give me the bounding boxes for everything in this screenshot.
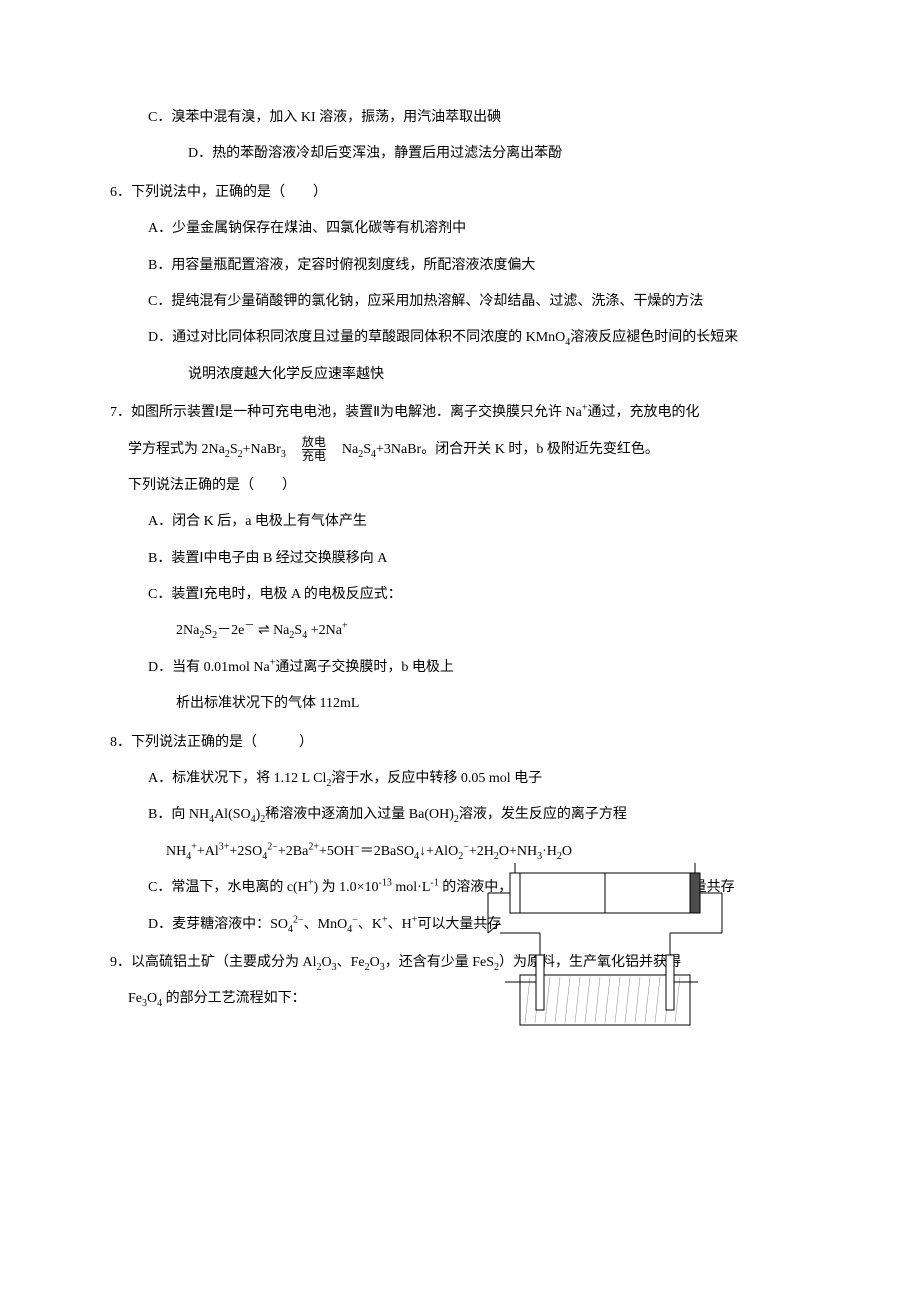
- t: mol·L: [392, 880, 431, 895]
- q6-d-text1: D．通过对比同体积同浓度且过量的草酸跟同体积不同浓度的 KMnO: [148, 330, 565, 345]
- q7-l2f: +3NaBr。闭合开关 K 时，b 极附近先变红色。: [376, 442, 659, 457]
- q8-option-b: B．向 NH4Al(SO4)2稀溶液中逐滴加入过量 Ba(OH)2溶液，发生反应…: [110, 797, 810, 833]
- t: S: [204, 623, 212, 638]
- q7-option-c2: 2Na2S2－2e－ ⇌ Na2S4 +2Na+: [128, 613, 548, 649]
- q7-l2b: S: [230, 442, 238, 457]
- q7-l2d: Na: [342, 442, 358, 457]
- q6-option-d-line2: 说明浓度越大化学反应速率越快: [110, 357, 810, 393]
- t: 9．以高硫铝土矿（主要成分为 Al: [110, 955, 317, 970]
- q7-l2c: +NaBr: [243, 442, 281, 457]
- t: C．常温下，水电离的 c(H: [148, 880, 308, 895]
- s: 4: [288, 923, 293, 934]
- t: Al(SO: [214, 807, 251, 822]
- q6-d-text2: 溶液反应褪色时间的长短来: [570, 330, 738, 345]
- s: 2−: [293, 914, 304, 925]
- q8-stem: 8．下列说法正确的是（ ）: [110, 725, 810, 761]
- q7-stem-line3: 下列说法正确的是（ ）: [128, 468, 548, 504]
- q7-stem-t1: 7．如图所示装置Ⅰ是一种可充电电池，装置Ⅱ为电解池．离子交换膜只允许 Na: [110, 405, 582, 420]
- t: A．标准状况下，将 1.12 L Cl: [148, 771, 326, 786]
- t: 溶于水，反应中转移 0.05 mol 电子: [331, 771, 542, 786]
- exam-page: C．溴苯中混有溴，加入 KI 溶液，振荡，用汽油萃取出碘 D．热的苯酚溶液冷却后…: [0, 0, 920, 1302]
- t: 溶液，发生反应的离子方程: [459, 807, 627, 822]
- t: D．麦芽糖溶液中：SO: [148, 917, 288, 932]
- q7-l2e: S: [363, 442, 371, 457]
- q8-option-a: A．标准状况下，将 1.12 L Cl2溶于水，反应中转移 0.05 mol 电…: [110, 761, 810, 797]
- s: －: [244, 621, 254, 632]
- t: O: [370, 955, 380, 970]
- q6-option-c: C．提纯混有少量硝酸钾的氯化钠，应采用加热溶解、冷却结晶、过滤、洗涤、干燥的方法: [110, 284, 810, 320]
- s: -1: [430, 878, 438, 889]
- q7-option-d2: 析出标准状况下的气体 112mL: [128, 686, 548, 722]
- q7-option-d: D．当有 0.01mol Na+通过离子交换膜时，b 电极上: [128, 650, 548, 686]
- t: 、Fe: [337, 955, 365, 970]
- t: ) 为 1.0×10: [313, 880, 378, 895]
- circuit-diagram: [470, 855, 750, 1055]
- t: ⇌ Na: [254, 623, 289, 638]
- q7-stem-line2: 学方程式为 2Na2S2+NaBr3 放电 充电 Na2S4+3NaBr。闭合开…: [110, 432, 810, 468]
- t: 、MnO: [304, 917, 348, 932]
- q7-option-a: A．闭合 K 后，a 电极上有气体产生: [128, 504, 548, 540]
- t: B．向 NH: [148, 807, 209, 822]
- q7-stem-t2: 通过，充放电的化: [587, 405, 699, 420]
- q6-stem: 6．下列说法中，正确的是（ ）: [110, 175, 810, 211]
- t: 、K: [358, 917, 382, 932]
- q5-option-c: C．溴苯中混有溴，加入 KI 溶液，振荡，用汽油萃取出碘: [110, 100, 810, 136]
- t: 通过离子交换膜时，b 电极上: [275, 660, 454, 675]
- reaction-arrow: 放电 充电: [300, 436, 328, 463]
- t: 稀溶液中逐滴加入过量 Ba(OH): [265, 807, 454, 822]
- t: O: [147, 991, 157, 1006]
- t: D．当有 0.01mol Na: [148, 660, 270, 675]
- frac-top: 放电: [302, 436, 326, 449]
- q7-block: 7．如图所示装置Ⅰ是一种可充电电池，装置Ⅱ为电解池．离子交换膜只允许 Na + 通过…: [110, 395, 810, 723]
- s: 4: [347, 923, 352, 934]
- t: O: [322, 955, 332, 970]
- t: 2Na: [176, 623, 199, 638]
- s: 3: [281, 448, 286, 459]
- t: －2e: [217, 623, 244, 638]
- q7-left-column: 下列说法正确的是（ ） A．闭合 K 后，a 电极上有气体产生 B．装置Ⅰ中电子…: [110, 468, 548, 723]
- q7-option-c: C．装置Ⅰ充电时，电极 A 的电极反应式：: [128, 577, 548, 613]
- t: Fe: [128, 991, 142, 1006]
- t: +2Na: [307, 623, 342, 638]
- q7-l2a: 学方程式为 2Na: [128, 442, 225, 457]
- q6-option-a: A．少量金属钠保存在煤油、四氯化碳等有机溶剂中: [110, 211, 810, 247]
- q6-option-b: B．用容量瓶配置溶液，定容时俯视刻度线，所配溶液浓度偏大: [110, 248, 810, 284]
- t: 、H: [388, 917, 412, 932]
- q7-stem-line1: 7．如图所示装置Ⅰ是一种可充电电池，装置Ⅱ为电解池．离子交换膜只允许 Na+通过…: [110, 395, 810, 431]
- s: -13: [379, 878, 392, 889]
- t: 的部分工艺流程如下：: [162, 991, 306, 1006]
- q7-option-b: B．装置Ⅰ中电子由 B 经过交换膜移向 A: [128, 541, 548, 577]
- s: +: [342, 621, 348, 632]
- q5-option-d: D．热的苯酚溶液冷却后变浑浊，静置后用过滤法分离出苯酚: [110, 136, 810, 172]
- q6-option-d: D．通过对比同体积同浓度且过量的草酸跟同体积不同浓度的 KMnO4溶液反应褪色时…: [110, 320, 810, 356]
- frac-bot: 充电: [302, 449, 326, 463]
